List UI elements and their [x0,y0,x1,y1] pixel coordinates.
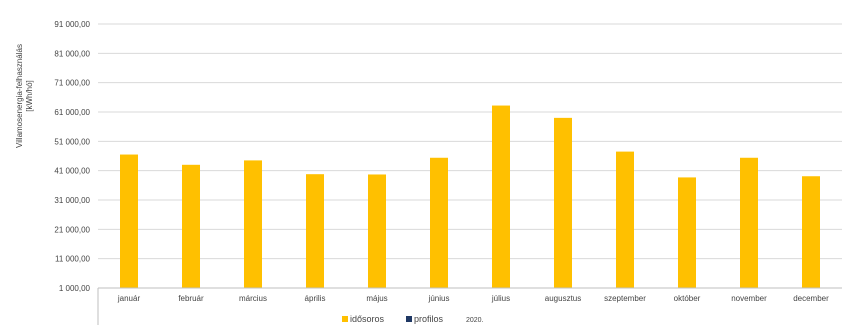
legend-label-profilos: profilos [414,314,444,324]
y-tick-label: 91 000,00 [54,20,90,29]
y-tick-label: 41 000,00 [54,167,90,176]
legend: idősoros profilos [342,314,444,324]
y-tick-label: 31 000,00 [54,196,90,205]
y-tick-label: 1 000,00 [59,284,91,293]
y-axis-title-line-1: Villamosenergia-felhasználás [15,44,24,148]
x-tick-label: október [674,294,701,303]
x-tick-label: február [178,294,204,303]
x-tick-label: július [491,294,510,303]
bar-augusztus [554,117,572,288]
y-tick-label: 71 000,00 [54,79,90,88]
y-tick-label: 81 000,00 [54,49,90,58]
axes [97,287,842,325]
y-axis-title-line-2: [kWh/hó] [25,80,34,112]
x-tick-label: március [239,294,267,303]
bar-november [740,157,758,288]
bar-május [368,174,386,288]
bar-június [430,157,448,288]
gridlines [98,23,842,260]
x-tick-label: december [793,294,829,303]
bars [120,105,820,289]
bar-április [306,174,324,288]
y-tick-labels: 1 000,00 11 000,00 21 000,00 31 000,00 41 00… [54,20,90,293]
x-tick-label: január [117,294,141,303]
legend-swatch-profilos [406,316,412,322]
legend-swatch-idosoros [342,316,348,322]
bar-december [802,176,820,288]
x-tick-label: augusztus [545,294,581,303]
y-tick-label: 51 000,00 [54,137,90,146]
bar-február [182,164,200,288]
x-tick-label: május [366,294,387,303]
x-axis-title: 2020. [466,317,484,324]
bar-október [678,177,696,288]
x-tick-label: november [731,294,767,303]
x-tick-labels: január február március április május június jú… [117,294,829,303]
y-tick-label: 21 000,00 [54,225,90,234]
bar-március [244,160,262,288]
x-tick-label: június [428,294,450,303]
bar-január [120,154,138,288]
y-tick-label: 61 000,00 [54,108,90,117]
legend-label-idosoros: idősoros [350,314,385,324]
bar-szeptember [616,151,634,288]
x-tick-label: szeptember [604,294,646,303]
bar-július [492,105,510,289]
y-tick-label: 11 000,00 [55,255,91,264]
x-tick-label: április [305,294,326,303]
